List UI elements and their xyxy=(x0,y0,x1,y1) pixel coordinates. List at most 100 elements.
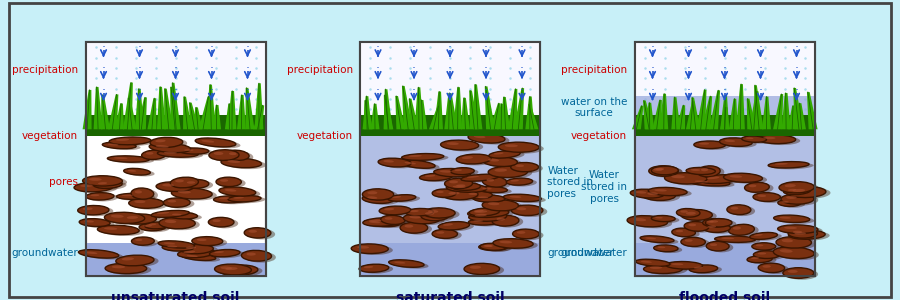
Ellipse shape xyxy=(692,266,722,274)
Polygon shape xyxy=(225,104,234,129)
Text: unsaturated soil: unsaturated soil xyxy=(112,291,239,300)
Ellipse shape xyxy=(435,230,462,240)
Ellipse shape xyxy=(488,159,499,161)
Text: pores: pores xyxy=(50,177,78,188)
Bar xyxy=(86,243,266,276)
Ellipse shape xyxy=(179,148,209,154)
Ellipse shape xyxy=(403,213,440,224)
Polygon shape xyxy=(793,88,804,129)
Ellipse shape xyxy=(695,181,708,182)
Ellipse shape xyxy=(78,250,119,258)
Ellipse shape xyxy=(700,175,741,184)
Ellipse shape xyxy=(777,216,815,224)
Ellipse shape xyxy=(185,180,213,190)
Ellipse shape xyxy=(104,212,145,224)
Ellipse shape xyxy=(516,230,544,240)
Ellipse shape xyxy=(79,219,110,226)
Ellipse shape xyxy=(170,177,198,188)
Ellipse shape xyxy=(728,224,754,235)
Bar xyxy=(634,243,814,276)
Ellipse shape xyxy=(756,244,763,246)
Ellipse shape xyxy=(436,190,461,199)
Ellipse shape xyxy=(655,217,662,218)
Ellipse shape xyxy=(369,221,381,223)
Ellipse shape xyxy=(652,166,679,175)
Ellipse shape xyxy=(443,141,483,152)
Ellipse shape xyxy=(365,190,398,202)
Polygon shape xyxy=(415,87,424,129)
Ellipse shape xyxy=(788,189,796,191)
Ellipse shape xyxy=(653,245,678,252)
Ellipse shape xyxy=(178,190,191,194)
Polygon shape xyxy=(383,95,393,129)
Ellipse shape xyxy=(127,216,138,219)
Ellipse shape xyxy=(145,151,170,161)
Polygon shape xyxy=(526,97,535,129)
Ellipse shape xyxy=(385,217,392,220)
Ellipse shape xyxy=(653,168,663,171)
Ellipse shape xyxy=(456,154,491,164)
Ellipse shape xyxy=(135,190,142,194)
Ellipse shape xyxy=(228,160,240,163)
Ellipse shape xyxy=(635,259,670,266)
Ellipse shape xyxy=(171,188,212,199)
Ellipse shape xyxy=(479,244,508,250)
Ellipse shape xyxy=(778,238,816,250)
Ellipse shape xyxy=(362,265,393,274)
Ellipse shape xyxy=(446,191,482,201)
Ellipse shape xyxy=(89,194,118,201)
Text: groundwater: groundwater xyxy=(12,248,78,258)
Ellipse shape xyxy=(80,184,93,187)
Ellipse shape xyxy=(363,218,402,226)
Polygon shape xyxy=(497,104,506,129)
Ellipse shape xyxy=(369,220,382,222)
Ellipse shape xyxy=(649,166,679,176)
Ellipse shape xyxy=(244,228,271,238)
Text: Water
stored in
pores: Water stored in pores xyxy=(581,170,627,204)
Ellipse shape xyxy=(248,229,275,239)
Ellipse shape xyxy=(471,134,509,145)
Polygon shape xyxy=(773,94,783,129)
Ellipse shape xyxy=(409,155,422,157)
Ellipse shape xyxy=(509,196,521,198)
Bar xyxy=(634,136,814,276)
Ellipse shape xyxy=(150,137,183,147)
Ellipse shape xyxy=(432,189,456,197)
Ellipse shape xyxy=(112,266,125,268)
Ellipse shape xyxy=(156,140,166,142)
Polygon shape xyxy=(528,105,538,129)
Polygon shape xyxy=(395,96,405,129)
Ellipse shape xyxy=(758,252,766,255)
Polygon shape xyxy=(237,95,246,129)
Ellipse shape xyxy=(486,178,494,182)
Ellipse shape xyxy=(468,208,508,217)
Ellipse shape xyxy=(142,224,170,232)
Ellipse shape xyxy=(124,215,161,226)
Ellipse shape xyxy=(467,176,479,178)
Ellipse shape xyxy=(474,210,483,212)
Ellipse shape xyxy=(787,188,814,196)
Ellipse shape xyxy=(112,138,156,146)
Ellipse shape xyxy=(784,195,818,206)
Ellipse shape xyxy=(244,251,276,262)
Ellipse shape xyxy=(724,140,735,142)
Ellipse shape xyxy=(656,168,664,170)
Ellipse shape xyxy=(709,242,734,252)
Ellipse shape xyxy=(197,238,207,241)
Ellipse shape xyxy=(422,174,457,182)
Ellipse shape xyxy=(783,268,814,278)
Ellipse shape xyxy=(379,206,410,215)
Polygon shape xyxy=(418,100,427,129)
Polygon shape xyxy=(736,84,745,129)
Polygon shape xyxy=(501,97,510,129)
Ellipse shape xyxy=(782,183,819,194)
Ellipse shape xyxy=(485,201,523,212)
Ellipse shape xyxy=(141,150,166,160)
Ellipse shape xyxy=(362,194,394,203)
Ellipse shape xyxy=(177,249,215,258)
Ellipse shape xyxy=(436,169,475,178)
Ellipse shape xyxy=(164,242,176,244)
Ellipse shape xyxy=(473,220,483,222)
Ellipse shape xyxy=(216,177,241,187)
Bar xyxy=(360,42,540,115)
